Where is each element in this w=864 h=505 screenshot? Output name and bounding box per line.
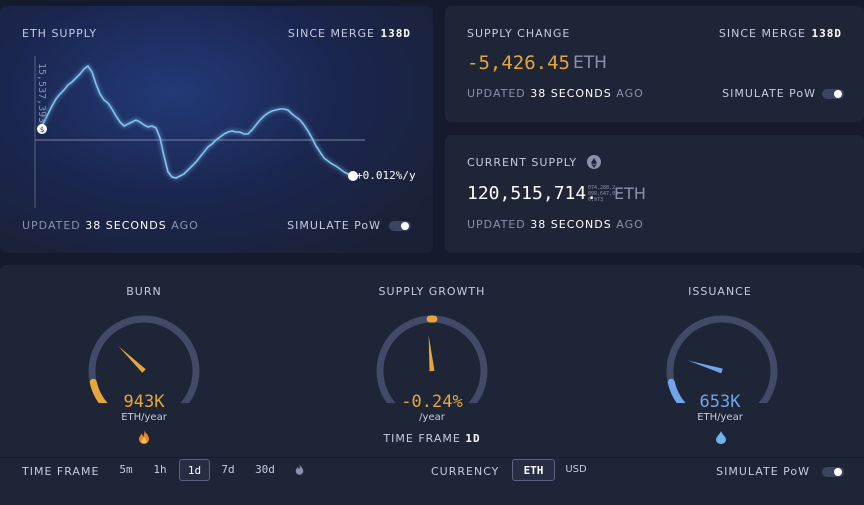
updated-text: UPDATED 38 SECONDS AGO [467, 87, 644, 100]
simulate-pow-toggle[interactable] [389, 221, 411, 231]
simulate-pow-label: SIMULATE PoW [287, 219, 381, 232]
since-merge-value: 138d [380, 27, 411, 40]
time-frame-1d[interactable]: 1d [179, 459, 210, 481]
flame-icon [139, 430, 149, 444]
time-frame-1h[interactable]: 1h [153, 463, 167, 476]
gauge-fill [667, 378, 686, 403]
start-marker [37, 124, 47, 134]
gauge-needle [687, 360, 723, 374]
supply-change-title: SUPPLY CHANGE [467, 27, 571, 40]
gauge-track [88, 315, 200, 403]
current-supply-value: 120,515,714. [467, 183, 598, 204]
burn-title: BURN [126, 285, 162, 298]
current-supply-decimals: 074,288,2 099,647,03 0,073 [588, 185, 619, 203]
since-merge-label: SINCE MERGE [718, 27, 806, 40]
footer-time-frame-label: TIME FRAME [22, 465, 100, 478]
eth-supply-card: ETH SUPPLY SINCE MERGE 138d $ 15,537,393… [0, 6, 433, 253]
current-supply-card: CURRENT SUPPLY 120,515,714. 074,288,2 09… [445, 135, 864, 253]
issuance-unit: ETH/year [697, 412, 743, 423]
burn-value: 943K [123, 392, 165, 412]
currency-label: CURRENCY [431, 465, 500, 478]
currency-eth[interactable]: ETH [512, 459, 555, 481]
supply-chart: $ 15,537,393 +0.012%/y [34, 56, 416, 208]
supply-change-unit: ETH [573, 53, 607, 73]
footer-simulate-pow-label: SIMULATE PoW [716, 465, 810, 478]
since-merge-value: 138d [811, 27, 842, 40]
gauge-needle [118, 345, 146, 373]
supply-change-value: -5,426.45 [467, 52, 570, 74]
burn-gauge [88, 315, 200, 403]
supply-change-card: SUPPLY CHANGE SINCE MERGE 138d -5,426.45… [445, 6, 864, 122]
supply-line [39, 64, 353, 179]
burn-unit: ETH/year [121, 412, 167, 423]
eth-logo-icon [587, 155, 601, 169]
simulate-pow-toggle[interactable] [822, 89, 844, 99]
droplet-icon [716, 431, 726, 444]
gauge-fill [89, 378, 108, 403]
supply-growth-value: -0.24% [401, 392, 463, 412]
current-supply-unit: ETH [614, 184, 646, 203]
supply-growth-unit: /year [419, 412, 445, 423]
supply-growth-time-frame: TIME FRAME 1d [383, 432, 481, 445]
supply-growth-title: SUPPLY GROWTH [378, 285, 486, 298]
simulate-pow-label: SIMULATE PoW [722, 87, 816, 100]
time-frame-30d[interactable]: 30d [255, 463, 275, 476]
issuance-title: ISSUANCE [688, 285, 752, 298]
currency-usd[interactable]: USD [565, 464, 587, 475]
footer-divider [0, 457, 864, 458]
y-axis-label: 15,537,393 [36, 63, 47, 123]
eth-supply-title: ETH SUPPLY [22, 27, 98, 40]
footer-simulate-pow-toggle[interactable] [822, 467, 844, 477]
flame-icon[interactable] [295, 464, 304, 475]
since-merge-label: SINCE MERGE [287, 27, 375, 40]
updated-text: UPDATED 38 SECONDS AGO [22, 219, 199, 232]
end-marker [348, 171, 358, 181]
time-frame-5m[interactable]: 5m [119, 463, 133, 476]
gauges-card: BURN 943K ETH/year SUPPLY GROWTH -0.24% … [0, 265, 864, 505]
time-frame-7d[interactable]: 7d [221, 463, 235, 476]
updated-text: UPDATED 38 SECONDS AGO [467, 218, 644, 231]
end-rate-label: +0.012%/y [356, 169, 416, 182]
issuance-gauge [666, 315, 778, 403]
svg-text:$: $ [40, 126, 44, 134]
gauge-needle [428, 335, 435, 372]
supply-growth-gauge [376, 315, 488, 403]
current-supply-title: CURRENT SUPPLY [467, 156, 578, 169]
gauge-track [666, 315, 778, 403]
issuance-value: 653K [699, 392, 741, 412]
